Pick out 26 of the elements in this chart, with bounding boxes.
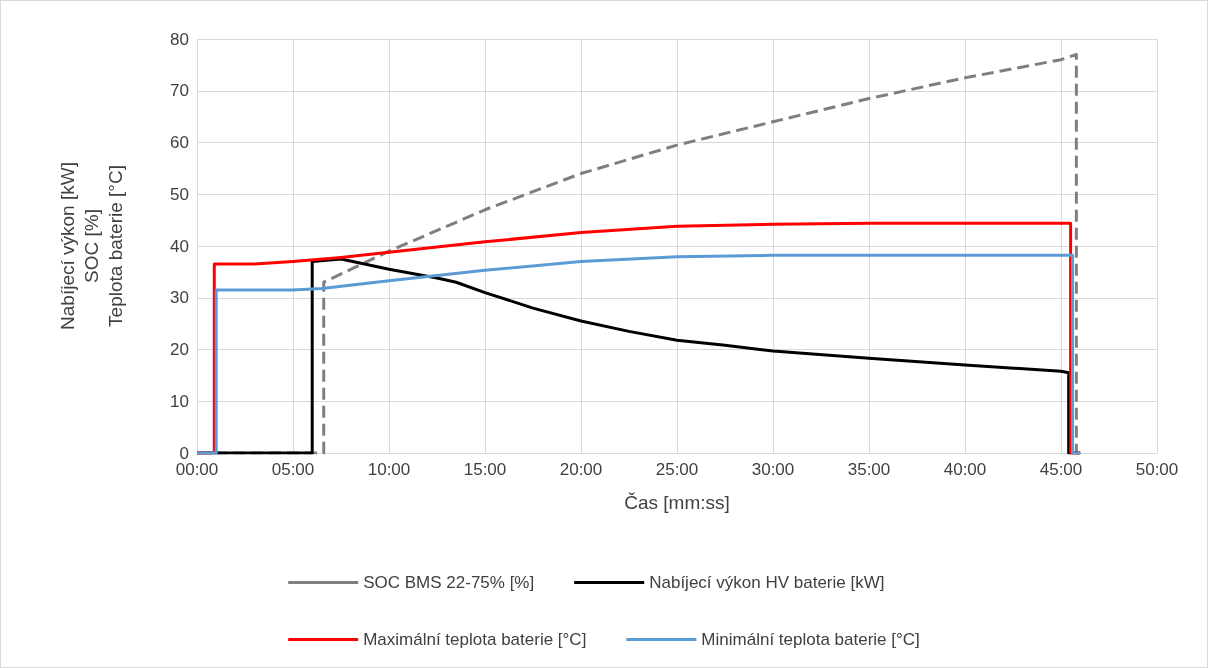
y-axis-title: Nabíjecí výkon [kW] SOC [%] Teplota baterie [°C] <box>56 162 126 330</box>
x-tick-label: 00:00 <box>175 460 219 479</box>
x-tick-label: 25:00 <box>655 460 699 479</box>
x-tick-label: 05:00 <box>271 460 315 479</box>
x-tick-label: 10:00 <box>367 460 411 479</box>
x-axis-title: Čas [mm:ss] <box>624 492 730 513</box>
y-tick-label: 40 <box>170 236 189 256</box>
legend-label: SOC BMS 22-75% [%] <box>363 573 535 592</box>
y-tick-label: 50 <box>170 184 189 204</box>
x-tick-label: 15:00 <box>463 460 507 479</box>
x-tick-label: 35:00 <box>847 460 891 479</box>
x-tick-label: 20:00 <box>559 460 603 479</box>
y-tick-label: 30 <box>170 288 189 308</box>
x-tick-label: 45:00 <box>1039 460 1083 479</box>
legend-label: Nabíjecí výkon HV baterie [kW] <box>649 573 885 592</box>
y-tick-label: 70 <box>170 81 189 101</box>
y-tick-label: 80 <box>170 29 189 49</box>
y-tick-label: 0 <box>179 443 189 463</box>
legend-label: Maximální teplota baterie [°C] <box>363 630 587 649</box>
y-tick-label: 10 <box>170 391 189 411</box>
x-tick-label: 30:00 <box>751 460 795 479</box>
y-tick-label: 20 <box>170 340 189 359</box>
legend-label: Minimální teplota baterie [°C] <box>701 630 920 649</box>
x-tick-label: 40:00 <box>943 460 987 479</box>
y-tick-label: 60 <box>170 133 189 152</box>
x-tick-label: 50:00 <box>1135 460 1179 479</box>
